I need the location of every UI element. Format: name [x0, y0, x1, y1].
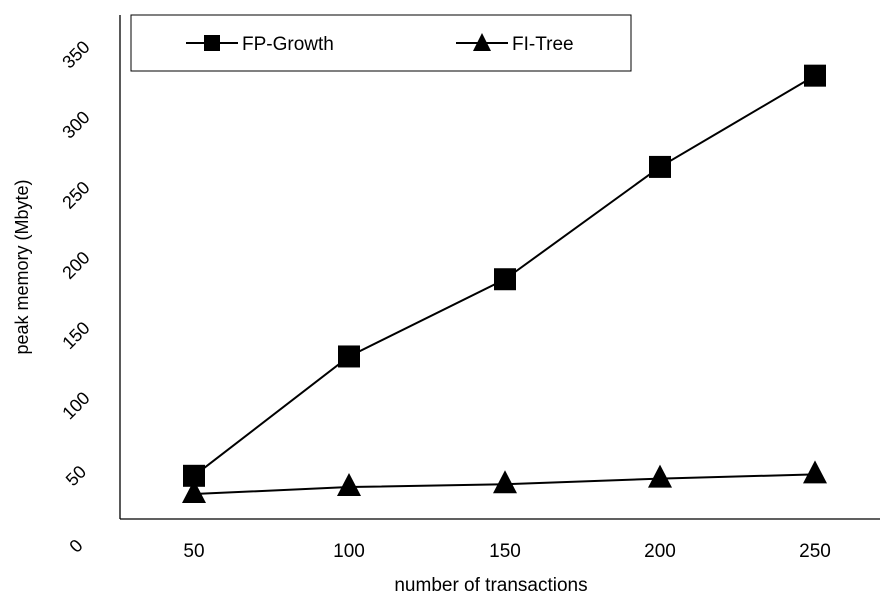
x-tick-labels: 50 100 150 200 250 — [183, 541, 830, 562]
data-point-fp-growth — [494, 268, 516, 291]
data-point-fi-tree — [493, 470, 517, 494]
y-tick-label: 50 — [62, 462, 90, 490]
y-tick-label: 250 — [58, 177, 93, 212]
legend-marker-square — [204, 35, 220, 51]
x-tick-label: 150 — [489, 541, 521, 562]
y-axis-title: peak memory (Mbyte) — [12, 179, 32, 354]
legend-label-fi-tree: FI-Tree — [512, 34, 574, 55]
data-point-fi-tree — [182, 480, 206, 504]
data-point-fi-tree — [803, 460, 827, 484]
data-point-fp-growth — [649, 155, 671, 178]
data-point-fp-growth — [804, 64, 826, 87]
series-layer — [182, 64, 827, 504]
data-point-fp-growth — [183, 464, 205, 487]
axes — [119, 15, 880, 520]
legend-marker-triangle — [473, 33, 491, 51]
x-tick-label: 250 — [799, 541, 831, 562]
x-tick-label: 50 — [183, 541, 204, 562]
legend: FP-Growth FI-Tree — [130, 14, 632, 72]
x-tick-label: 100 — [333, 541, 365, 562]
y-tick-label: 200 — [58, 248, 93, 283]
x-axis-title: number of transactions — [394, 575, 587, 596]
legend-label-fp-growth: FP-Growth — [242, 34, 334, 55]
x-tick-label: 200 — [644, 541, 676, 562]
data-point-fi-tree — [648, 464, 672, 488]
y-tick-label: 100 — [58, 388, 93, 423]
y-tick-label: 150 — [58, 318, 93, 353]
data-point-fp-growth — [338, 345, 360, 368]
data-point-fi-tree — [337, 473, 361, 497]
y-tick-labels: 0 50 100 150 200 250 300 350 — [58, 37, 93, 557]
y-tick-label: 350 — [58, 37, 93, 72]
y-tick-label: 0 — [65, 535, 86, 556]
y-tick-label: 300 — [58, 107, 93, 142]
